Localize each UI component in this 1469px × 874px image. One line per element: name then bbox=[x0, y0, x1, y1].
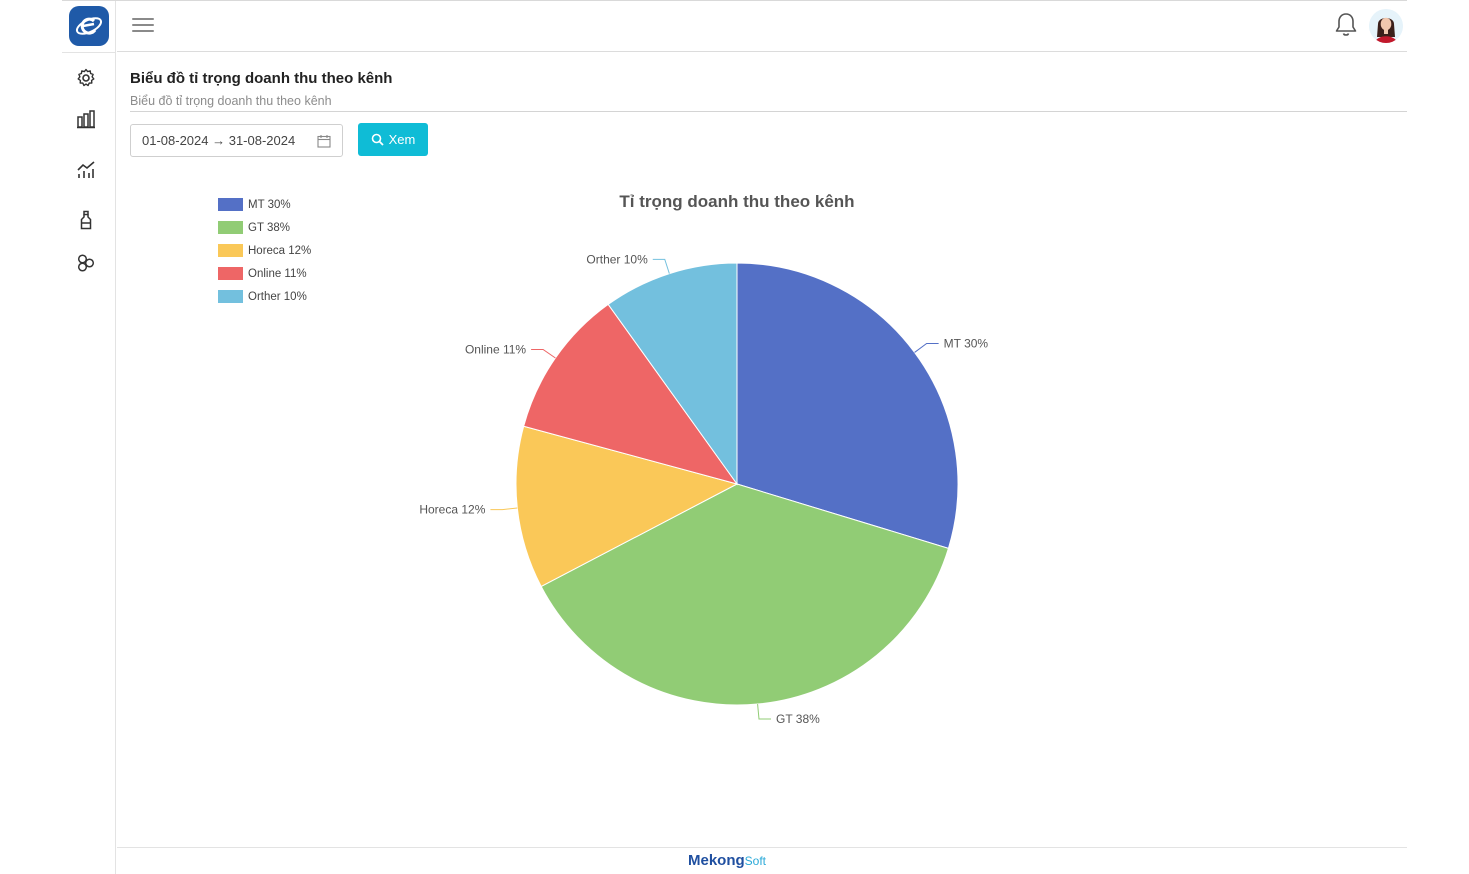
label-leader-line bbox=[531, 348, 556, 359]
hamburger-menu-icon[interactable] bbox=[132, 18, 154, 36]
label-leader-line bbox=[652, 258, 670, 274]
pie-chart: MT 30% GT 38% Horeca 12% Online 11% Orther 1… bbox=[419, 252, 989, 726]
label-leader-line bbox=[757, 703, 771, 720]
legend-swatch bbox=[218, 244, 243, 257]
legend-label: Online 11% bbox=[248, 267, 307, 280]
pie-slice[interactable] bbox=[540, 483, 950, 706]
legend-item[interactable]: GT 38% bbox=[218, 216, 311, 239]
bottle-icon bbox=[80, 210, 92, 230]
calendar-icon bbox=[317, 135, 331, 148]
footer-brand-logo: MekongSoft bbox=[688, 852, 767, 869]
legend-label: MT 30% bbox=[248, 198, 291, 211]
legend-label: Horeca 12% bbox=[248, 244, 312, 257]
line-chart-icon bbox=[77, 161, 95, 178]
building-chart-icon bbox=[77, 110, 95, 129]
legend-item[interactable]: Online 11% bbox=[218, 262, 311, 285]
legend-swatch bbox=[218, 267, 243, 280]
bell-icon[interactable] bbox=[1334, 12, 1358, 38]
legend-item[interactable]: Orther 10% bbox=[218, 285, 311, 308]
top-border bbox=[62, 0, 1407, 1]
heading-divider bbox=[130, 111, 1407, 112]
user-avatar[interactable] bbox=[1369, 9, 1403, 43]
legend-swatch bbox=[218, 221, 243, 234]
pie-slice-label: MT 30% bbox=[944, 337, 989, 351]
legend-label: GT 38% bbox=[248, 221, 290, 234]
logo-e-icon bbox=[75, 17, 103, 35]
legend-swatch bbox=[218, 290, 243, 303]
pie-chart-container: Tỉ trọng doanh thu theo kênh MT 30% GT 38… bbox=[117, 160, 1407, 840]
label-leader-line bbox=[914, 343, 939, 353]
page-subtitle: Biểu đồ tỉ trọng doanh thu theo kênh bbox=[130, 94, 332, 108]
view-button-label: Xem bbox=[388, 132, 416, 147]
chart-legend: MT 30% GT 38% Horeca 12% Online 11% Orther 1… bbox=[218, 193, 311, 308]
sidebar bbox=[62, 1, 116, 874]
legend-label: Orther 10% bbox=[248, 290, 307, 303]
page-title: Biểu đồ tỉ trọng doanh thu theo kênh bbox=[130, 70, 393, 87]
settings-gear-icon bbox=[77, 68, 95, 87]
sidebar-item-revenue[interactable] bbox=[75, 108, 97, 130]
date-range-value: 01-08-2024 → 31-08-2024 bbox=[142, 133, 296, 148]
sidebar-item-analytics[interactable] bbox=[75, 158, 97, 180]
pie-slice[interactable] bbox=[736, 262, 959, 549]
date-range-picker[interactable]: 01-08-2024 → 31-08-2024 bbox=[130, 124, 343, 157]
label-leader-line bbox=[490, 507, 518, 511]
cluster-circles-icon bbox=[77, 254, 95, 272]
sidebar-item-settings[interactable] bbox=[75, 67, 97, 89]
pie-slice[interactable] bbox=[607, 262, 738, 486]
app-logo[interactable] bbox=[69, 6, 109, 46]
sidebar-item-groups[interactable] bbox=[75, 252, 97, 274]
pie-slice[interactable] bbox=[523, 303, 739, 485]
top-header bbox=[117, 1, 1407, 52]
view-button[interactable]: Xem bbox=[358, 123, 428, 156]
pie-slice-label: Orther 10% bbox=[586, 252, 648, 266]
search-icon bbox=[371, 133, 384, 146]
legend-item[interactable]: Horeca 12% bbox=[218, 239, 311, 262]
legend-item[interactable]: MT 30% bbox=[218, 193, 311, 216]
pie-slice-label: Horeca 12% bbox=[419, 503, 485, 517]
pie-slice-label: GT 38% bbox=[776, 712, 820, 726]
pie-slice-label: Online 11% bbox=[465, 342, 526, 356]
sidebar-item-products[interactable] bbox=[75, 209, 97, 231]
sidebar-divider bbox=[62, 52, 116, 53]
legend-swatch bbox=[218, 198, 243, 211]
footer-divider bbox=[117, 847, 1407, 848]
chart-title: Tỉ trọng doanh thu theo kênh bbox=[619, 192, 855, 211]
